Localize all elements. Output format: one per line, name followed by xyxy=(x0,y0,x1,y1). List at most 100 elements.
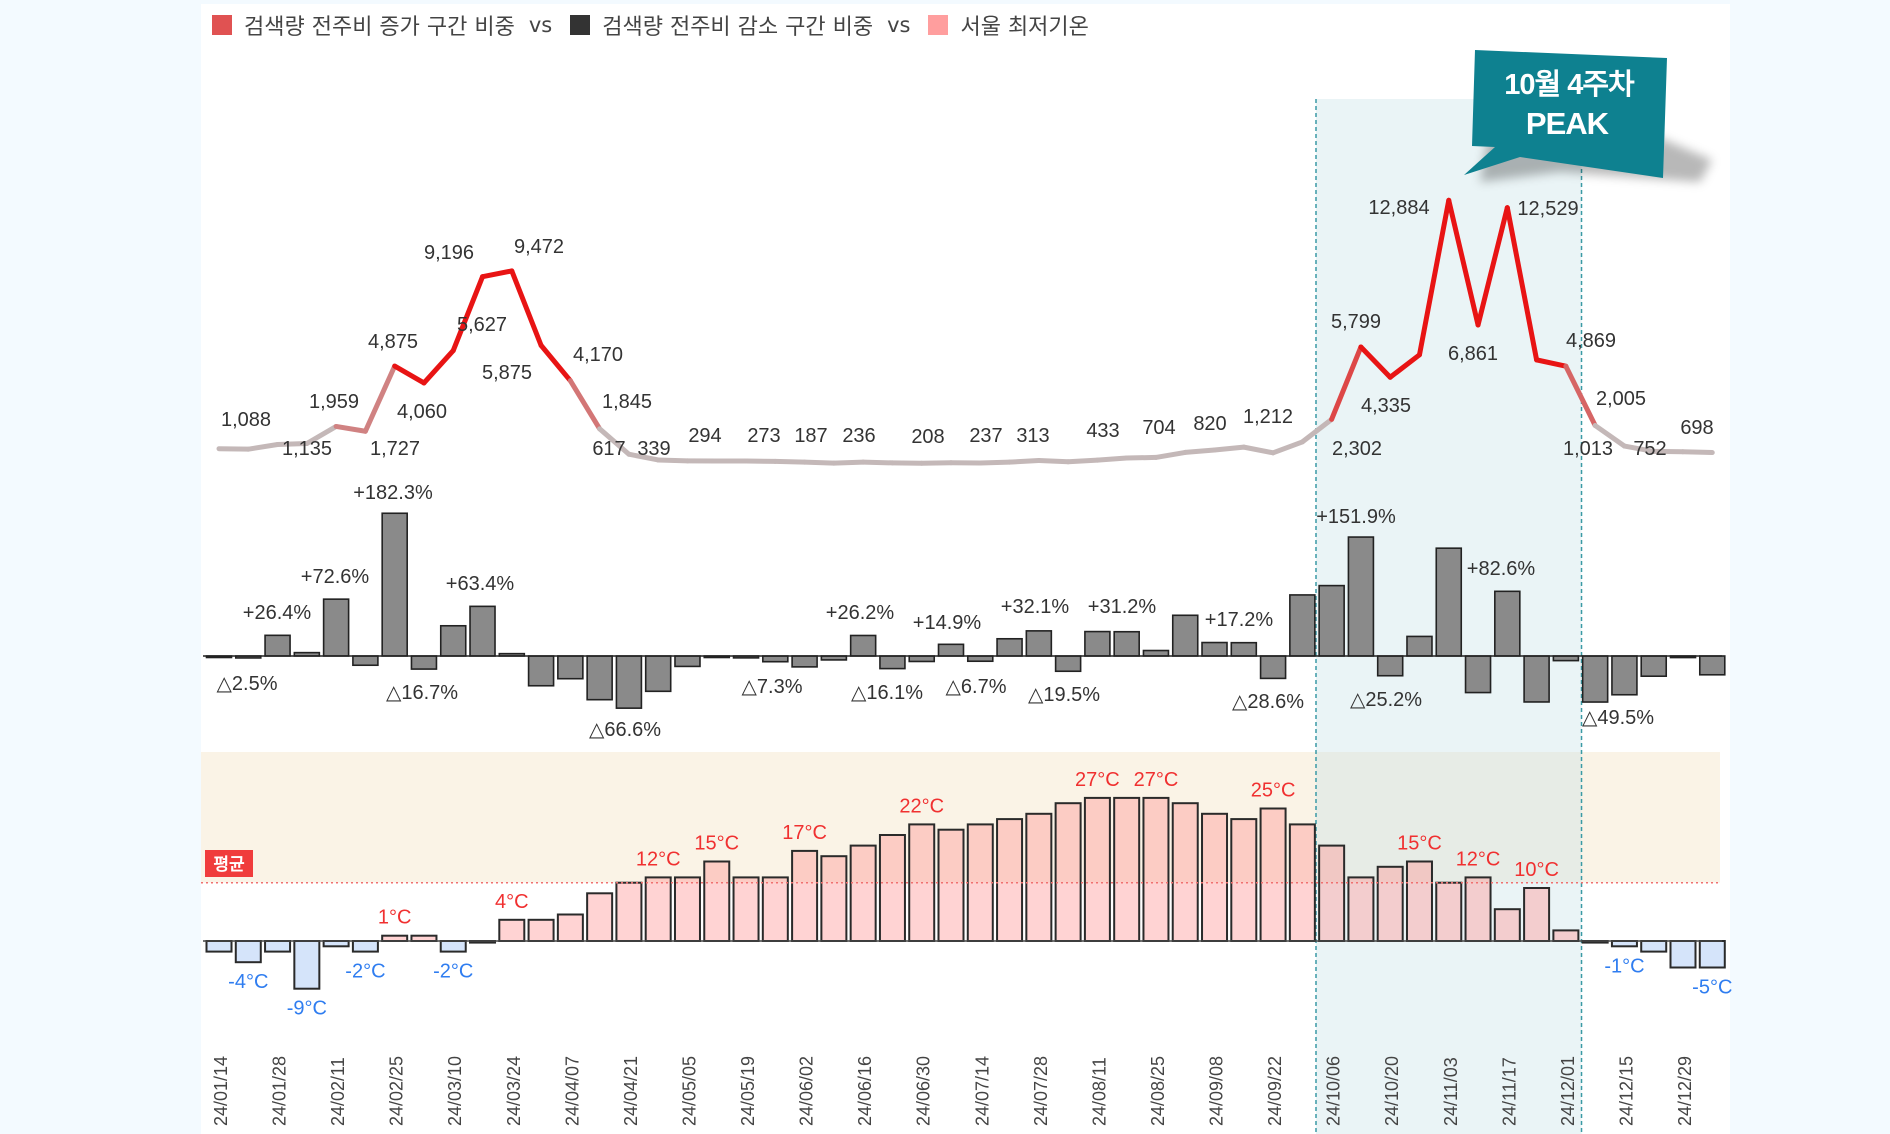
change-data-label: △19.5% xyxy=(1028,684,1100,706)
line-data-label: 294 xyxy=(688,425,721,447)
temperature-bar xyxy=(996,818,1024,942)
change-bar xyxy=(1084,630,1111,657)
line-data-label: 237 xyxy=(969,425,1002,447)
search-volume-line-segment xyxy=(772,458,808,465)
search-volume-line-segment xyxy=(1387,352,1422,380)
line-data-label: 2,005 xyxy=(1596,388,1646,410)
change-bar xyxy=(1259,655,1287,680)
change-data-label: △66.6% xyxy=(589,719,661,741)
line-data-label: 4,060 xyxy=(397,401,447,423)
legend-label-increase: 검색량 전주비 증가 구간 비중 xyxy=(244,15,515,40)
change-data-label: △28.6% xyxy=(1232,691,1304,713)
legend-separator: vs xyxy=(528,13,553,37)
x-tick-label: 24/10/20 xyxy=(1382,1056,1402,1126)
change-bar xyxy=(1640,655,1668,678)
temperature-bar xyxy=(615,881,643,943)
search-volume-line-segment xyxy=(480,268,515,280)
line-data-label: 5,875 xyxy=(482,362,532,384)
temperature-data-label: 12°C xyxy=(1456,848,1501,870)
line-data-label: 4,170 xyxy=(573,344,623,366)
temperature-bar xyxy=(644,876,672,943)
x-tick-label: 24/04/07 xyxy=(562,1056,582,1126)
above-average-band xyxy=(201,752,1720,883)
x-tick-label: 24/06/30 xyxy=(914,1056,934,1126)
legend-label-decrease: 검색량 전주비 감소 구간 비중 xyxy=(602,15,874,40)
search-volume-line-segment xyxy=(1036,458,1071,465)
search-volume-line-segment xyxy=(860,459,895,466)
line-data-label: 313 xyxy=(1016,425,1049,447)
line-data-label: 4,335 xyxy=(1361,395,1411,417)
change-bar xyxy=(1435,547,1463,657)
temperature-bar xyxy=(1230,818,1258,942)
change-bar xyxy=(1406,635,1433,657)
x-tick-label: 24/05/19 xyxy=(738,1056,758,1126)
temperature-bar xyxy=(1201,812,1229,942)
search-volume-line-segment xyxy=(450,274,486,354)
change-bar xyxy=(1523,655,1550,703)
change-data-label: △16.7% xyxy=(386,682,458,704)
temperature-bar xyxy=(293,940,321,990)
temperature-data-label: 17°C xyxy=(782,822,827,844)
x-tick-label: 24/12/29 xyxy=(1675,1056,1695,1126)
change-data-label: +151.9% xyxy=(1316,506,1396,528)
line-data-label: 1,013 xyxy=(1563,438,1613,460)
line-data-label: 236 xyxy=(842,425,875,447)
change-bar xyxy=(264,634,291,657)
temperature-bar xyxy=(1347,876,1375,943)
temperature-bar xyxy=(527,918,555,942)
temperature-data-label: -4°C xyxy=(228,971,268,993)
x-tick-label: 24/03/10 xyxy=(445,1056,465,1126)
temperature-bar xyxy=(264,940,292,953)
change-bar xyxy=(1376,655,1404,677)
search-volume-line-segment xyxy=(275,441,310,447)
temperature-data-label: 15°C xyxy=(694,833,739,855)
line-data-label: 704 xyxy=(1142,417,1175,439)
change-bar xyxy=(1347,536,1375,657)
search-volume-line-segment xyxy=(1124,454,1159,461)
temperature-bar xyxy=(1464,876,1492,943)
change-bar xyxy=(908,655,936,663)
x-tick-label: 24/12/15 xyxy=(1616,1056,1636,1126)
line-data-label: 12,884 xyxy=(1368,197,1429,219)
temperature-data-label: 27°C xyxy=(1134,769,1179,791)
temperature-data-label: -5°C xyxy=(1692,977,1732,999)
change-bar xyxy=(1494,590,1521,657)
search-volume-line-segment xyxy=(1329,344,1364,422)
change-data-label: +72.6% xyxy=(301,566,370,588)
change-bar xyxy=(469,605,496,657)
temperature-bar xyxy=(1405,860,1433,942)
change-data-label: +32.1% xyxy=(1001,596,1070,618)
change-bar xyxy=(586,655,613,701)
callout-week-label: 10월 4주차 xyxy=(1504,68,1635,101)
change-bar xyxy=(937,643,965,657)
line-data-label: 4,875 xyxy=(368,331,418,353)
search-volume-line-segment xyxy=(1680,449,1715,456)
search-volume-line-segment xyxy=(1534,357,1569,369)
line-data-label: 820 xyxy=(1193,413,1226,435)
temperature-bar xyxy=(820,855,848,943)
change-bar xyxy=(1318,584,1345,657)
change-data-label: +63.4% xyxy=(446,573,515,595)
search-volume-line-segment xyxy=(1475,205,1510,328)
line-data-label: 2,302 xyxy=(1332,438,1382,460)
x-tick-label: 24/09/08 xyxy=(1207,1056,1227,1126)
temperature-bar xyxy=(322,940,350,948)
search-volume-line-segment xyxy=(1153,449,1188,460)
change-bar xyxy=(1113,630,1140,657)
line-data-label: 5,799 xyxy=(1331,311,1381,333)
temperature-bar xyxy=(439,940,467,953)
line-data-label: 1,212 xyxy=(1243,406,1293,428)
change-bar xyxy=(1289,594,1316,657)
temperature-bar xyxy=(1669,940,1697,969)
search-volume-line-segment xyxy=(1504,205,1540,363)
search-volume-line-segment xyxy=(1212,444,1247,453)
change-data-label: +31.2% xyxy=(1088,596,1157,618)
temperature-bar xyxy=(1523,887,1551,942)
temperature-bar xyxy=(1610,940,1638,948)
temperature-bar xyxy=(908,823,936,943)
search-volume-line-segment xyxy=(1446,197,1481,328)
legend: 검색량 전주비 증가 구간 비중 vs 검색량 전주비 감소 구간 비중 vs … xyxy=(212,8,1089,42)
line-data-label: 9,196 xyxy=(424,242,474,264)
change-data-label: △7.3% xyxy=(742,676,803,698)
